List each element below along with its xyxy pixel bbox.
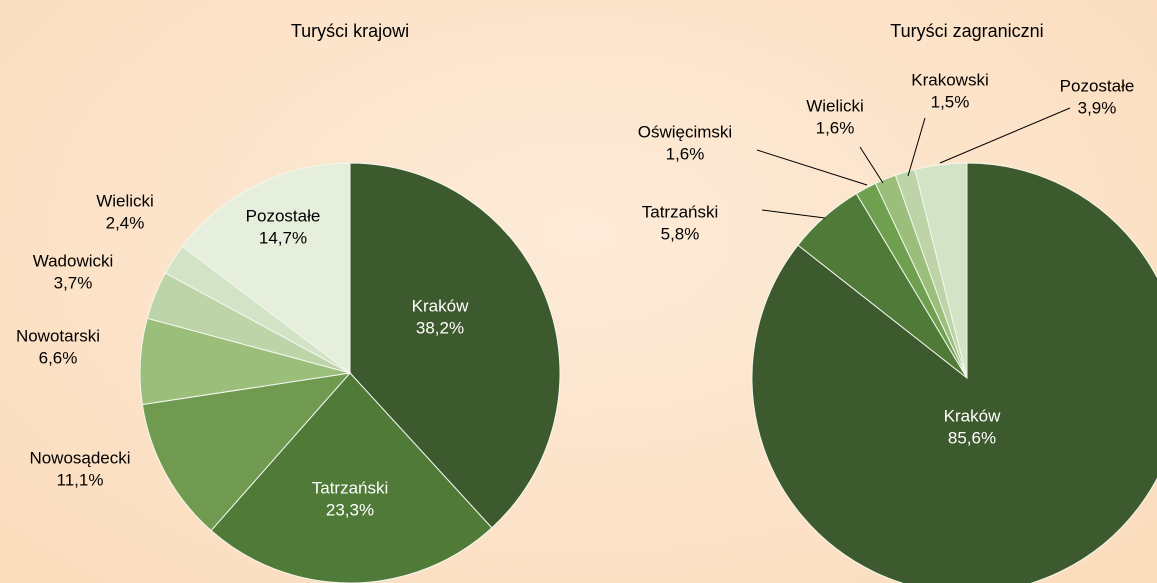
pie-slice [349, 162, 561, 529]
slice-value: 14,7% [259, 228, 307, 247]
slice-value: 6,6% [39, 348, 78, 367]
leader-line [756, 149, 868, 186]
pie-slice [751, 162, 1157, 583]
slice-label: Wielicki [96, 191, 154, 210]
slice-value: 1,5% [931, 92, 970, 111]
slice-value: 1,6% [666, 144, 705, 163]
pie-slice [181, 162, 351, 375]
slice-label: Kraków [412, 296, 469, 315]
pie-slice [141, 372, 352, 532]
slice-value: 5,8% [661, 224, 700, 243]
slice-value: 3,7% [54, 273, 93, 292]
slice-label: Pozostałe [246, 206, 321, 225]
slice-label: Tatrzański [312, 478, 389, 497]
slice-value: 1,6% [816, 118, 855, 137]
chart-title: Turyści zagraniczni [890, 21, 1043, 41]
slice-label: Krakowski [911, 70, 988, 89]
leader-line [859, 146, 884, 184]
slice-value: 85,6% [948, 428, 996, 447]
leader-line [907, 117, 926, 177]
slice-label: Nowotarski [16, 326, 100, 345]
slice-value: 11,1% [57, 470, 104, 489]
slice-value: 23,3% [326, 500, 374, 519]
leader-line [761, 209, 826, 219]
slice-label: Nowosądecki [29, 448, 130, 467]
slice-value: 2,4% [106, 213, 145, 232]
slice-label: Wielicki [806, 96, 864, 115]
pie-slice [914, 162, 968, 379]
slice-label: Pozostałe [1060, 76, 1135, 95]
leader-line [939, 107, 1071, 164]
slice-label: Wadowicki [33, 251, 114, 270]
slice-label: Oświęcimski [638, 122, 732, 141]
chart-title: Turyści krajowi [291, 21, 409, 41]
slice-label: Kraków [944, 406, 1001, 425]
slice-value: 38,2% [416, 318, 464, 337]
slice-value: 3,9% [1078, 98, 1117, 117]
slice-label: Tatrzański [642, 202, 719, 221]
